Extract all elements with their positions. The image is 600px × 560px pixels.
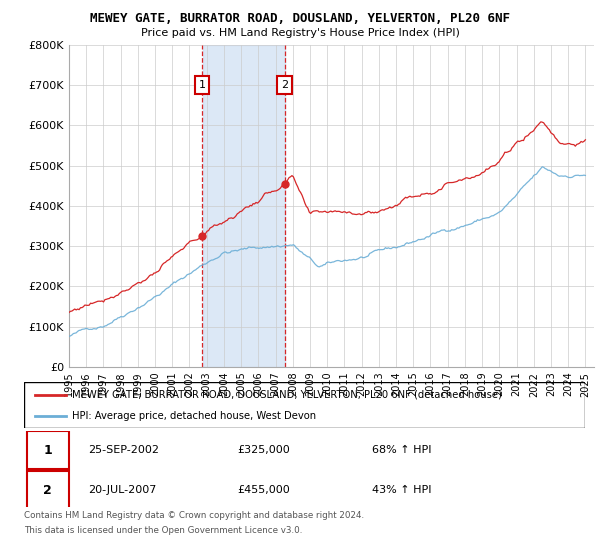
- Text: 68% ↑ HPI: 68% ↑ HPI: [372, 445, 431, 455]
- Text: 43% ↑ HPI: 43% ↑ HPI: [372, 485, 431, 495]
- Text: 1: 1: [199, 80, 206, 90]
- Text: 1: 1: [43, 444, 52, 456]
- Text: Contains HM Land Registry data © Crown copyright and database right 2024.: Contains HM Land Registry data © Crown c…: [24, 511, 364, 520]
- Text: Price paid vs. HM Land Registry's House Price Index (HPI): Price paid vs. HM Land Registry's House …: [140, 28, 460, 38]
- Text: 25-SEP-2002: 25-SEP-2002: [89, 445, 160, 455]
- Text: MEWEY GATE, BURRATOR ROAD, DOUSLAND, YELVERTON, PL20 6NF (detached house): MEWEY GATE, BURRATOR ROAD, DOUSLAND, YEL…: [71, 390, 502, 400]
- Text: HPI: Average price, detached house, West Devon: HPI: Average price, detached house, West…: [71, 411, 316, 421]
- Text: £455,000: £455,000: [237, 485, 290, 495]
- Text: This data is licensed under the Open Government Licence v3.0.: This data is licensed under the Open Gov…: [24, 526, 302, 535]
- Text: 2: 2: [43, 484, 52, 497]
- Text: 20-JUL-2007: 20-JUL-2007: [89, 485, 157, 495]
- Text: 2: 2: [281, 80, 289, 90]
- Text: MEWEY GATE, BURRATOR ROAD, DOUSLAND, YELVERTON, PL20 6NF: MEWEY GATE, BURRATOR ROAD, DOUSLAND, YEL…: [90, 12, 510, 25]
- Text: £325,000: £325,000: [237, 445, 290, 455]
